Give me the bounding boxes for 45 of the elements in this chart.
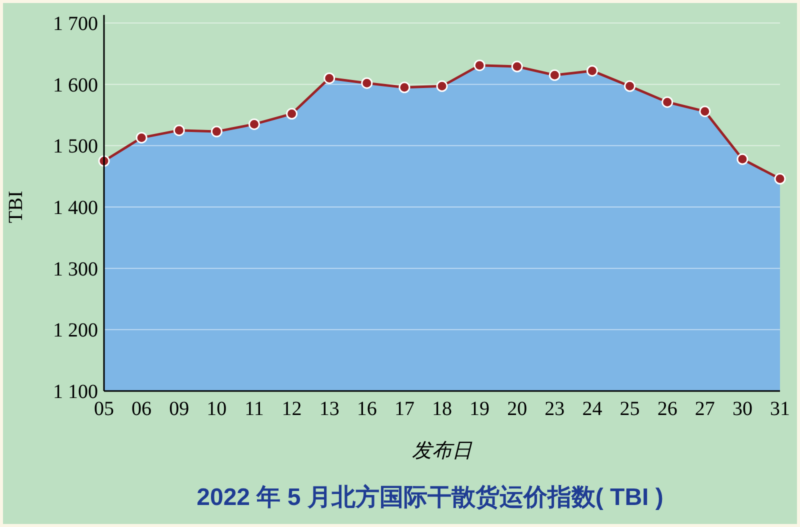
x-tick-label: 19	[470, 398, 490, 420]
x-tick-label: 16	[356, 398, 377, 420]
x-tick-label: 09	[169, 398, 190, 420]
point	[398, 82, 410, 94]
x-tick-label: 12	[282, 398, 302, 420]
point	[662, 96, 674, 108]
x-tick-label: 31	[770, 398, 790, 420]
point	[361, 77, 373, 89]
x-tick-label: 06	[132, 398, 152, 420]
y-tick-label: 1 500	[53, 136, 98, 158]
y-tick-label: 1 700	[53, 13, 98, 35]
text: 2022 年 5 月北方国际干散货运价指数( TBI )	[196, 483, 664, 511]
point	[624, 80, 636, 92]
x-tick-label: 26	[657, 398, 678, 420]
x-tick-label: 10	[206, 398, 227, 420]
point	[736, 153, 748, 165]
x-tick-label: 17	[394, 398, 414, 420]
point	[699, 106, 711, 118]
point	[548, 69, 560, 81]
x-tick-label: 23	[544, 398, 565, 420]
x-tick-label: 27	[694, 398, 715, 420]
point	[286, 108, 298, 120]
point	[511, 60, 523, 72]
point	[436, 80, 448, 92]
y-axis-title: TBI	[5, 190, 27, 224]
y-tick-label: 1 600	[53, 74, 98, 96]
point	[136, 132, 148, 144]
point	[248, 118, 260, 130]
y-tick-label: 1 400	[53, 197, 98, 219]
x-tick-label: 11	[244, 398, 264, 420]
y-tick-label: 1 300	[53, 258, 98, 280]
point	[210, 126, 222, 138]
x-tick-label: 24	[582, 398, 602, 420]
x-tick-label: 13	[319, 398, 340, 420]
point	[586, 65, 598, 77]
x-tick-label: 25	[620, 398, 640, 420]
x-tick-label: 30	[732, 398, 752, 420]
point	[474, 60, 486, 72]
x-axis-title: 发布日	[412, 440, 473, 462]
point	[324, 72, 336, 84]
x-tick-label: 20	[507, 398, 528, 420]
point	[173, 124, 185, 136]
y-tick-label: 1 200	[53, 320, 98, 342]
point	[774, 173, 786, 185]
x-tick-label: 18	[432, 398, 452, 420]
